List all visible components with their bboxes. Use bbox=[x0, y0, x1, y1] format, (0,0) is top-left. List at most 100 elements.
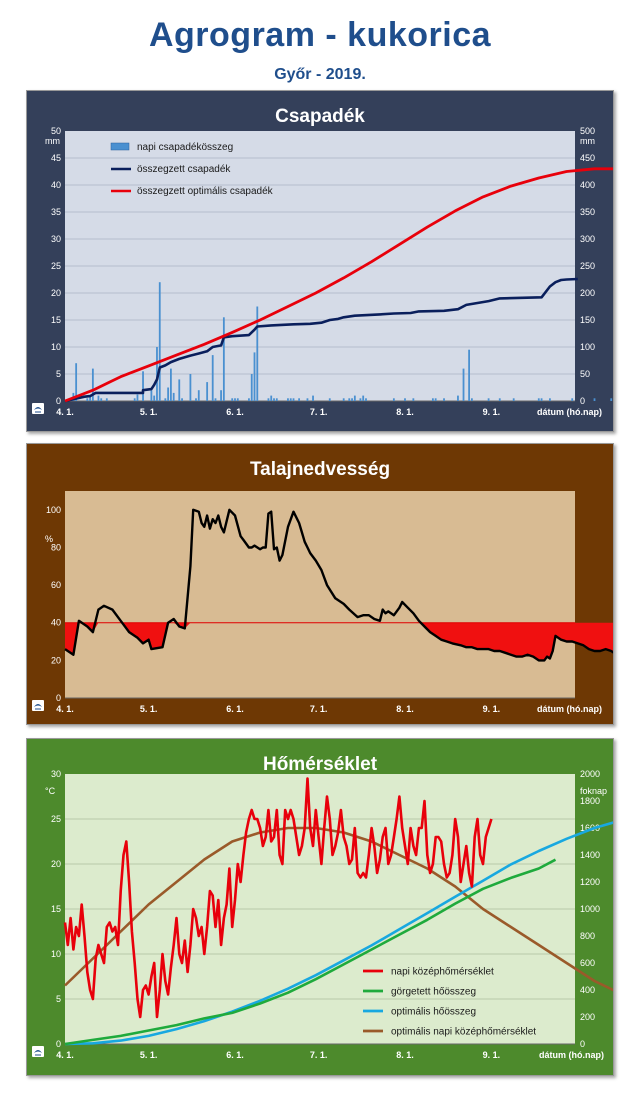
y-tick-label: 20 bbox=[51, 655, 61, 665]
precipitation-bar bbox=[211, 355, 214, 401]
y-tick-label: 25 bbox=[51, 814, 61, 824]
soil-moisture-line bbox=[64, 508, 613, 662]
legend-label: napi csapadékösszeg bbox=[137, 142, 233, 153]
y2-tick-label: 1400 bbox=[580, 850, 600, 860]
precipitation-chart-svg: Csapadék05101520253035404550mm0501001502… bbox=[32, 106, 613, 417]
x-tick-label: 4. 1. bbox=[56, 1050, 74, 1060]
y-tick-label: 10 bbox=[51, 949, 61, 959]
precipitation-bar bbox=[153, 395, 156, 401]
series-line-0 bbox=[63, 777, 493, 1019]
precipitation-bar bbox=[236, 398, 239, 401]
agency-logo-icon bbox=[32, 700, 44, 711]
y-tick-label: 40 bbox=[51, 618, 61, 628]
precipitation-bar bbox=[610, 398, 613, 401]
precipitation-bar bbox=[158, 282, 161, 401]
precipitation-bar bbox=[292, 398, 295, 401]
y2-tick-label: 500 bbox=[580, 126, 595, 136]
precipitation-bar bbox=[351, 398, 353, 401]
legend-label: napi középhőmérséklet bbox=[391, 967, 494, 978]
precipitation-bar bbox=[150, 390, 153, 401]
precipitation-bar bbox=[100, 398, 103, 401]
x-tick-label: 6. 1. bbox=[226, 704, 244, 714]
precipitation-bar bbox=[253, 352, 256, 401]
precipitation-bar bbox=[189, 374, 192, 401]
y2-tick-label: 1200 bbox=[580, 877, 600, 887]
y2-tick-label: 1800 bbox=[580, 796, 600, 806]
precipitation-bar bbox=[306, 398, 309, 401]
precipitation-bar bbox=[105, 398, 108, 401]
agency-logo-icon bbox=[32, 403, 44, 414]
precipitation-bar bbox=[431, 398, 434, 401]
precipitation-bar bbox=[359, 398, 362, 401]
x-tick-label: 5. 1. bbox=[140, 704, 158, 714]
precipitation-bar bbox=[457, 395, 459, 401]
y-tick-label: 50 bbox=[51, 126, 61, 136]
precipitation-bar bbox=[328, 398, 331, 401]
y2-tick-label: 100 bbox=[580, 342, 595, 352]
precipitation-bar bbox=[470, 398, 473, 401]
x-tick-label: 9. 1. bbox=[483, 704, 501, 714]
plot-area bbox=[65, 491, 575, 698]
legend-label: összegzett optimális csapadék bbox=[137, 186, 274, 197]
precipitation-bar bbox=[222, 317, 225, 401]
series-line-2 bbox=[64, 167, 613, 403]
x-axis-label: dátum (hó.nap) bbox=[537, 704, 602, 714]
y-tick-label: 20 bbox=[51, 859, 61, 869]
precipitation-bar bbox=[404, 398, 406, 401]
precipitation-bar bbox=[487, 398, 490, 401]
precipitation-bar bbox=[571, 398, 574, 401]
y-tick-label: 15 bbox=[51, 904, 61, 914]
x-axis-label: dátum (hó.nap) bbox=[537, 407, 602, 417]
precipitation-bar bbox=[234, 398, 236, 401]
precipitation-bar bbox=[167, 387, 170, 401]
precipitation-bar bbox=[593, 398, 596, 401]
y-tick-label: 0 bbox=[56, 1039, 61, 1049]
precipitation-bar bbox=[273, 398, 275, 401]
x-tick-label: 7. 1. bbox=[310, 1050, 328, 1060]
x-tick-label: 8. 1. bbox=[396, 1050, 414, 1060]
y2-tick-label: 150 bbox=[580, 315, 595, 325]
precipitation-bar bbox=[287, 398, 289, 401]
y-tick-label: 5 bbox=[56, 369, 61, 379]
y-tick-label: 60 bbox=[51, 580, 61, 590]
precipitation-bar bbox=[206, 382, 209, 401]
y2-tick-label: 400 bbox=[580, 180, 595, 190]
y-tick-label: 20 bbox=[51, 288, 61, 298]
precipitation-bar bbox=[270, 395, 273, 401]
y-tick-label: 45 bbox=[51, 153, 61, 163]
precipitation-bar bbox=[298, 398, 300, 401]
y-tick-label: 40 bbox=[51, 180, 61, 190]
precipitation-bar bbox=[170, 368, 172, 401]
y2-tick-label: 350 bbox=[580, 207, 595, 217]
y2-axis-unit: foknap bbox=[580, 786, 607, 796]
temperature-chart-svg: Hőmérséklet 0 5 10 15 20 25 30 °C 0 200 400 600 800 10… bbox=[32, 754, 613, 1060]
precipitation-bar bbox=[256, 306, 259, 401]
x-tick-label: 9. 1. bbox=[483, 1050, 501, 1060]
precipitation-bar bbox=[178, 379, 181, 401]
y2-tick-label: 1000 bbox=[580, 904, 600, 914]
y-tick-label: 0 bbox=[56, 396, 61, 406]
precipitation-bar bbox=[89, 395, 91, 401]
page-subtitle: Győr - 2019. bbox=[274, 66, 366, 83]
y2-tick-label: 50 bbox=[580, 369, 590, 379]
y-tick-label: 25 bbox=[51, 261, 61, 271]
x-tick-label: 5. 1. bbox=[140, 407, 158, 417]
x-tick-label: 6. 1. bbox=[226, 407, 244, 417]
precipitation-bar bbox=[197, 390, 200, 401]
y2-tick-label: 1600 bbox=[580, 823, 600, 833]
y-tick-label: 5 bbox=[56, 994, 61, 1004]
precipitation-bar bbox=[342, 398, 345, 401]
y2-tick-label: 2000 bbox=[580, 769, 600, 779]
precipitation-bar bbox=[136, 394, 139, 401]
legend-label: összegzett csapadék bbox=[137, 164, 231, 175]
deficit-area bbox=[65, 622, 613, 661]
precipitation-bar bbox=[392, 398, 395, 401]
y2-tick-label: 400 bbox=[580, 985, 595, 995]
x-tick-label: 8. 1. bbox=[396, 407, 414, 417]
x-axis-label: dátum (hó.nap) bbox=[539, 1050, 604, 1060]
logo-shape bbox=[34, 704, 42, 707]
y2-tick-label: 250 bbox=[580, 261, 595, 271]
x-tick-label: 9. 1. bbox=[483, 407, 501, 417]
y-axis-unit: % bbox=[45, 534, 53, 544]
logo-shape bbox=[34, 407, 42, 410]
